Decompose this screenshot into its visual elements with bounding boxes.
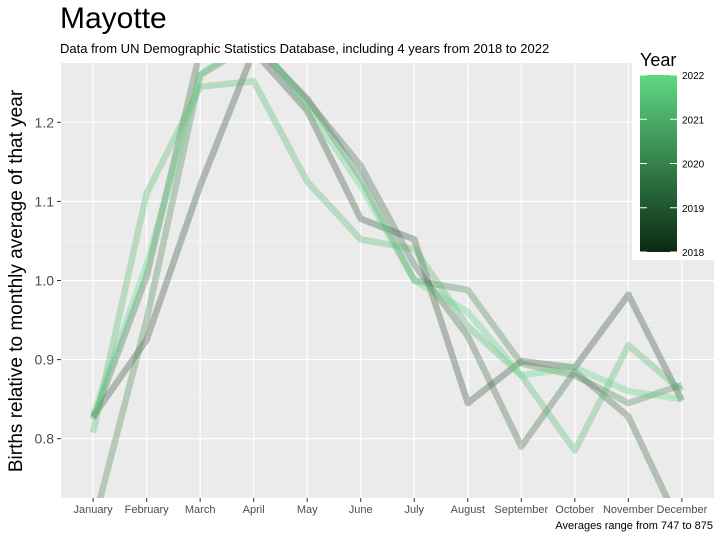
x-tick-label: March [185, 504, 216, 516]
grid-minor [61, 82, 714, 400]
x-tick-label: May [297, 504, 318, 516]
x-tick-label: September [494, 504, 548, 516]
x-tick-label: December [657, 504, 708, 516]
y-tick-label: 0.8 [35, 431, 55, 447]
series-line-2018 [90, 63, 685, 419]
x-tick-label: November [603, 504, 654, 516]
y-tick-label: 1.0 [35, 273, 55, 289]
legend-label: 2018 [682, 248, 705, 259]
x-tick-label: August [451, 504, 485, 516]
y-axis: 0.8 0.9 1.0 1.1 1.2 [35, 114, 61, 447]
x-tick-label: June [349, 504, 373, 516]
x-tick-label: January [74, 504, 114, 516]
x-tick-label: October [555, 504, 594, 516]
y-tick-label: 1.1 [35, 193, 55, 209]
series-line-2022 [90, 63, 683, 417]
chart-subtitle: Data from UN Demographic Statistics Data… [60, 41, 550, 56]
x-axis: January February March April May June July Augu… [74, 498, 708, 516]
legend-title: Year [640, 50, 676, 70]
series-line-2021 [89, 77, 685, 454]
x-tick-label: April [243, 504, 265, 516]
y-axis-title: Births relative to monthly average of th… [6, 89, 27, 472]
chart-caption: Averages range from 747 to 875 [555, 520, 713, 532]
x-tick-label: July [404, 504, 424, 516]
legend-label: 2022 [682, 71, 705, 82]
series-line-2019 [90, 63, 671, 498]
legend-label: 2021 [682, 115, 705, 126]
legend: Year 2022 2021 2020 2019 2018 [632, 45, 718, 260]
series-line-2020 [96, 63, 683, 498]
y-tick-label: 1.2 [35, 114, 55, 130]
y-tick-label: 0.9 [35, 352, 55, 368]
legend-label: 2019 [682, 204, 705, 215]
legend-label: 2020 [682, 160, 705, 171]
chart-title: Mayotte [60, 2, 167, 35]
series-lines [89, 63, 685, 498]
x-tick-label: February [125, 504, 170, 516]
